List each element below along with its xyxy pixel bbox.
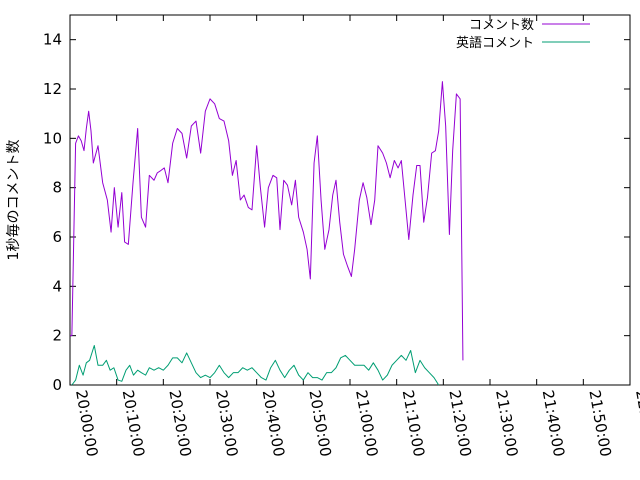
x-tick-label: 21:50:00 xyxy=(585,389,614,458)
y-tick-label: 12 xyxy=(43,80,62,98)
x-tick-label: 21:10:00 xyxy=(399,389,428,458)
x-tick-label: 20:00:00 xyxy=(72,389,101,458)
y-tick-label: 0 xyxy=(52,376,62,394)
x-tick-label: 20:50:00 xyxy=(305,389,334,458)
y-tick-label: 14 xyxy=(43,31,62,49)
x-tick-label: 21:00:00 xyxy=(352,389,381,458)
x-tick-label: 21:40:00 xyxy=(539,389,568,458)
series-lines xyxy=(70,81,464,386)
series-line-1 xyxy=(70,81,464,361)
legend-label-2: 英語コメント xyxy=(456,35,534,51)
x-tick-label: 20:40:00 xyxy=(259,389,288,458)
y-tick-label: 6 xyxy=(52,228,62,246)
x-tick-label: 20:10:00 xyxy=(119,389,148,458)
series-line-2 xyxy=(71,345,440,386)
x-tick-label: 20:20:00 xyxy=(165,389,194,458)
y-tick-label: 2 xyxy=(52,327,62,345)
y-axis-label: 1秒毎のコメント数 xyxy=(6,140,22,261)
legend-label-1: コメント数 xyxy=(469,18,534,33)
plot-frame xyxy=(69,14,631,386)
y-tick-label: 8 xyxy=(52,179,62,197)
y-tick-label: 10 xyxy=(43,129,62,147)
x-tick-label: 20:30:00 xyxy=(212,389,241,458)
x-tick-label: 21:30:00 xyxy=(492,389,521,458)
x-tick-label: 22:00:00 xyxy=(632,389,640,458)
x-tick-label: 21:20:00 xyxy=(445,389,474,458)
y-tick-label: 4 xyxy=(52,277,62,295)
